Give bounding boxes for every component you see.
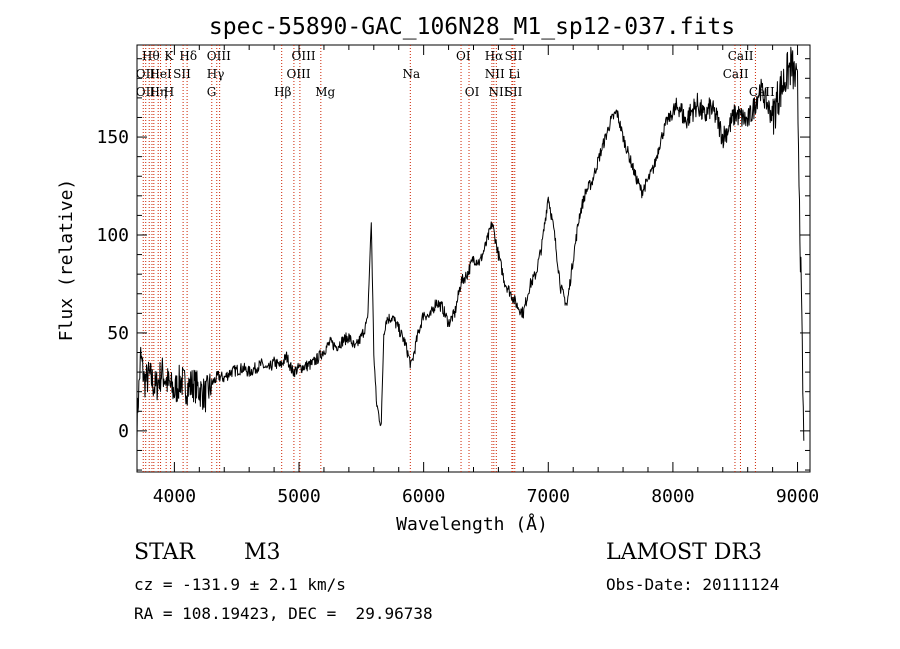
chart-title: spec-55890-GAC_106N28_M1_sp12-037.fits [209, 14, 735, 40]
line-id-label: Mg [315, 85, 335, 99]
obs-date: Obs-Date: 20111124 [606, 575, 780, 594]
x-axis-label: Wavelength (Å) [396, 513, 548, 535]
redshift-cz: cz = -131.9 ± 2.1 km/s [134, 575, 346, 594]
line-id-label: OII [136, 85, 156, 99]
line-id-label: Na [402, 67, 420, 81]
object-subclass: M3 [244, 540, 281, 565]
line-id-label: SII [173, 67, 191, 81]
line-id-label: OI [456, 49, 471, 63]
y-tick-label: 150 [96, 127, 129, 148]
line-id-label: OII [136, 67, 156, 81]
line-id-label: OIII [292, 49, 316, 63]
x-tick-label: 7000 [527, 486, 570, 507]
line-id-label: OIII [207, 49, 231, 63]
line-id-label: K [164, 49, 174, 63]
line-id-label: NII [485, 67, 505, 81]
y-axis-label: Flux (relative) [56, 179, 77, 342]
line-id-label: SII [505, 49, 523, 63]
line-id-label: CaII [749, 85, 775, 99]
line-id-label: Hβ [274, 85, 291, 99]
y-tick-label: 0 [118, 421, 129, 442]
line-id-label: Hδ [179, 49, 197, 63]
x-tick-label: 5000 [277, 486, 320, 507]
survey-name: LAMOST DR3 [606, 540, 762, 565]
line-id-label: OI [465, 85, 480, 99]
x-tick-label: 8000 [651, 486, 694, 507]
y-tick-label: 50 [107, 323, 129, 344]
line-id-label: HeI [149, 67, 172, 81]
line-id-label: H [164, 85, 174, 99]
ra-dec: RA = 108.19423, DEC = 29.96738 [134, 604, 433, 623]
line-id-label: Hη [149, 85, 167, 99]
spectrum-line [136, 46, 805, 441]
object-class: STAR [134, 540, 195, 565]
line-id-label: G [207, 85, 217, 99]
line-id-label: Hγ [207, 67, 225, 81]
line-id-label: CaII [728, 49, 754, 63]
line-id-label: Hα [485, 49, 504, 63]
line-id-label: Li [508, 67, 520, 81]
line-id-label: NII [488, 85, 508, 99]
line-id-label: Hθ [142, 49, 160, 63]
x-tick-label: 4000 [153, 486, 196, 507]
line-id-label: SII [505, 85, 523, 99]
line-id-label: CaII [723, 67, 749, 81]
y-tick-label: 100 [96, 225, 129, 246]
x-tick-label: 6000 [402, 486, 445, 507]
x-tick-label: 9000 [776, 486, 819, 507]
line-id-label: OIII [287, 67, 311, 81]
